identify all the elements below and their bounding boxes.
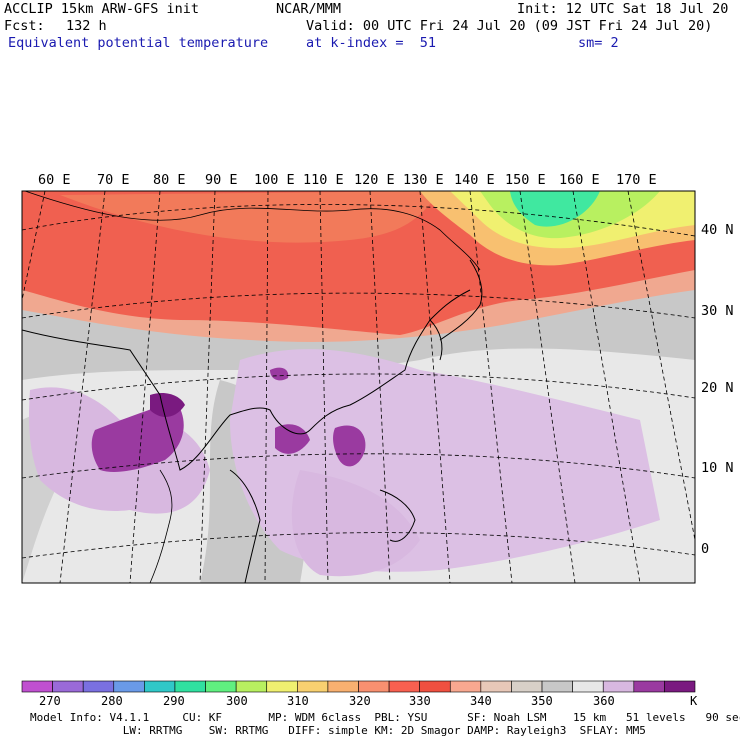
footer-physics-info: LW: RRTMG SW: RRTMG DIFF: simple KM: 2D … [30,724,646,737]
init-time: Init: 12 UTC Sat 18 Jul 20 [517,1,729,17]
colorbar-box [602,680,635,693]
colorbar [21,680,696,693]
colorbar-unit: K [690,694,698,708]
lon-label: 110 E [303,172,344,188]
colorbar-box [82,680,115,693]
colorbar-box [480,680,512,693]
colorbar-box [633,680,665,693]
colorbar-box [205,680,237,693]
colorbar-tick-label: 360 [593,694,615,708]
lat-label: 10 N [701,460,734,476]
colorbar-box [419,680,451,693]
lon-label: 140 E [454,172,495,188]
colorbar-tick-label: 270 [39,694,61,708]
valid-time: Valid: 00 UTC Fri 24 Jul 20 (09 JST Fri … [306,18,713,34]
colorbar-tick-label: 280 [101,694,123,708]
map-frame [21,190,696,584]
colorbar-tick-label: 300 [226,694,248,708]
lon-label: 60 E [38,172,71,188]
lat-label: 0 [701,541,710,557]
lon-label: 120 E [354,172,395,188]
colorbar-box [511,680,543,693]
lon-label: 80 E [153,172,186,188]
colorbar-box [358,680,390,693]
colorbar-tick-label: 310 [287,694,309,708]
lon-label: 130 E [403,172,444,188]
colorbar-box [664,680,696,693]
colorbar-box [327,680,359,693]
lon-label: 150 E [505,172,546,188]
org-label: NCAR/MMM [276,1,342,17]
colorbar-box [52,680,84,693]
field-name: Equivalent potential temperature [8,35,269,51]
colorbar-box [113,680,145,693]
colorbar-tick-label: 340 [470,694,492,708]
lon-label: 170 E [616,172,657,188]
fcst-value: 132 h [66,18,107,34]
colorbar-box [235,680,268,693]
colorbar-box [388,680,420,693]
lat-label: 30 N [701,303,734,319]
lat-label: 20 N [701,380,734,396]
colorbar-box [449,680,482,693]
colorbar-tick-label: 350 [531,694,553,708]
colorbar-tick-label: 330 [409,694,431,708]
lon-label: 90 E [205,172,238,188]
footer-model-info: Model Info: V4.1.1 CU: KF MP: WDM 6class… [30,711,740,724]
lon-label: 100 E [254,172,295,188]
colorbar-box [266,680,298,693]
colorbar-box [572,680,604,693]
level-info: at k-index = 51 [306,35,437,51]
colorbar-tick-label: 320 [349,694,371,708]
model-title: ACCLIP 15km ARW-GFS init [4,1,200,17]
smoothing-info: sm= 2 [578,35,619,51]
colorbar-box [541,680,573,693]
lon-label: 70 E [97,172,130,188]
lon-label: 160 E [559,172,600,188]
graticule [22,191,695,583]
colorbar-tick-label: 290 [163,694,185,708]
fcst-label: Fcst: [4,18,45,34]
field-shading [22,191,695,583]
colorbar-box [297,680,329,693]
lat-label: 40 N [701,222,734,238]
colorbar-box [144,680,176,693]
colorbar-box [21,680,53,693]
colorbar-box [174,680,206,693]
